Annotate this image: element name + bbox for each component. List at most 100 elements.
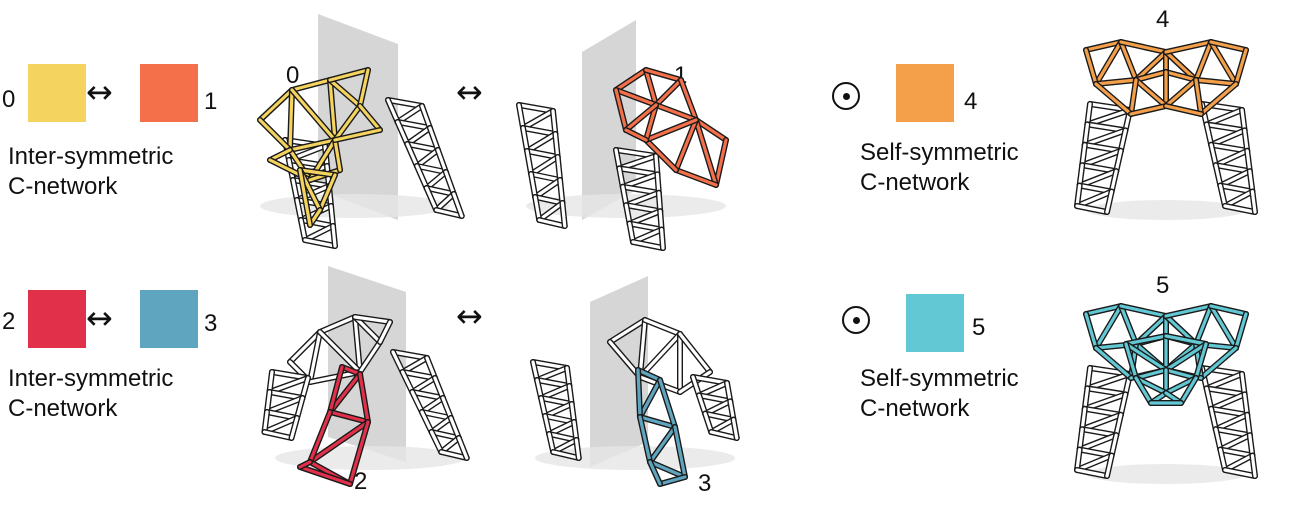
truss-leg-left: [1076, 168, 1120, 189]
truss-leg-right: [1222, 188, 1256, 209]
truss-cap: [642, 317, 683, 337]
truss-leg-left: [532, 177, 564, 200]
strut-fill: [1199, 346, 1238, 380]
truss-highlight-c0: [357, 67, 371, 109]
inter-caption-row1: Inter-symmetric C-network: [8, 142, 173, 202]
truss-leg-left: [1084, 385, 1129, 398]
strut-fill: [328, 410, 370, 424]
strut-fill: [1179, 376, 1198, 405]
truss-leg-right: [1241, 391, 1251, 418]
strut-fill: [328, 372, 362, 414]
strut-fill: [288, 330, 322, 364]
strut-fill: [1134, 78, 1168, 108]
strut-fill: [439, 450, 469, 460]
truss-leg-right: [1222, 467, 1258, 479]
truss-leg-left: [302, 237, 338, 249]
truss-leg-far: [696, 392, 709, 417]
truss-highlight-c2: [327, 409, 371, 425]
figure-label-2: 2: [354, 468, 368, 495]
strut-fill: [290, 88, 337, 142]
swatch-label-1: 1: [204, 88, 218, 115]
truss-highlight-c5: [1163, 333, 1209, 347]
strut-fill: [1109, 169, 1118, 194]
strut-fill: [300, 376, 310, 400]
truss-highlight-c0: [332, 103, 363, 143]
truss-leg-left: [1113, 147, 1124, 175]
truss-highlight-c1: [713, 137, 729, 188]
strut-fill: [358, 68, 370, 108]
color-swatch-5: [906, 294, 964, 352]
ground-shadow: [535, 446, 735, 470]
strut-fill: [430, 430, 461, 440]
strut-fill: [621, 185, 661, 195]
strut-fill: [560, 201, 567, 228]
strut-fill: [628, 222, 635, 244]
truss-highlight-c3: [637, 414, 678, 430]
truss-highlight-c2: [297, 459, 313, 470]
truss-highlight-c0: [357, 103, 383, 133]
truss-leg-right: [1239, 107, 1248, 134]
truss-leg-left: [1076, 426, 1086, 453]
strut-fill: [1085, 386, 1128, 397]
truss-highlight-c1: [643, 67, 659, 108]
inter-caption-row2: Inter-symmetric C-network: [8, 364, 173, 424]
truss-leg-far: [702, 410, 737, 423]
strut-fill: [1223, 190, 1254, 208]
strut-fill: [434, 192, 456, 212]
truss-leg-right: [1203, 107, 1245, 128]
strut-fill: [1124, 334, 1168, 346]
strut-fill: [1214, 413, 1249, 431]
strut-fill: [348, 420, 370, 486]
strut-fill: [391, 350, 405, 374]
strut-fill: [608, 340, 642, 379]
ground-shadow: [260, 194, 450, 218]
strut-fill: [1164, 78, 1198, 108]
strut-fill: [648, 460, 662, 486]
figure-label-3: 3: [698, 470, 712, 497]
strut-fill: [1075, 184, 1082, 208]
strut-fill: [565, 366, 571, 388]
strut-fill: [434, 208, 464, 218]
truss-leg-left: [546, 431, 557, 455]
strut-fill: [539, 396, 547, 418]
truss-highlight-c1: [643, 137, 679, 173]
figure-label-0: 0: [286, 62, 300, 89]
strut-fill: [425, 356, 437, 380]
caption-line-1: Inter-symmetric: [8, 365, 174, 392]
truss-leg-right: [399, 369, 416, 395]
strut-fill: [1209, 40, 1248, 52]
strut-fill: [358, 372, 370, 424]
strut-fill: [1205, 386, 1213, 411]
strut-fill: [628, 222, 664, 232]
truss-leg-right: [654, 171, 662, 196]
truss-leg-left: [1084, 101, 1093, 128]
truss-cap: [1118, 39, 1139, 83]
swatch-label-4: 4: [964, 88, 978, 115]
truss-leg-right: [613, 147, 659, 159]
strut-fill: [444, 170, 456, 196]
truss-leg-right: [1203, 385, 1215, 412]
caption-line-2: C-network: [860, 395, 970, 422]
strut-fill: [638, 415, 652, 464]
strut-fill: [1248, 433, 1254, 458]
truss-leg-right: [439, 395, 454, 421]
truss-leg-far: [724, 380, 734, 405]
truss-leg-left: [534, 377, 545, 401]
strut-fill: [631, 240, 665, 250]
strut-fill: [1240, 372, 1247, 397]
truss-leg-right: [1217, 168, 1253, 189]
strut-fill: [521, 126, 557, 136]
strut-fill: [1105, 454, 1114, 478]
strut-fill: [1209, 40, 1238, 86]
truss-cap: [1193, 39, 1214, 83]
truss-leg-right: [623, 202, 633, 227]
truss-leg-right: [1246, 168, 1256, 195]
truss-leg-right: [438, 449, 470, 461]
strut-fill: [420, 104, 432, 130]
truss-leg-left: [542, 413, 553, 437]
strut-fill: [535, 378, 543, 400]
strut-fill: [1075, 454, 1114, 472]
strut-fill: [1214, 427, 1222, 452]
strut-fill: [1164, 104, 1203, 116]
truss-cap: [1198, 345, 1239, 381]
